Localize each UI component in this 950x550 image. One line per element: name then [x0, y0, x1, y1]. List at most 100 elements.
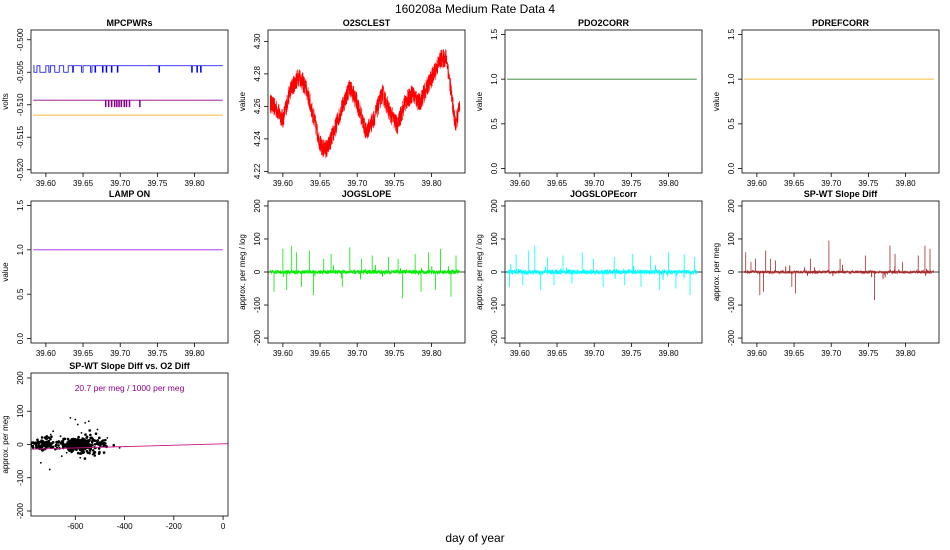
scatter-point: [87, 444, 91, 448]
y-axis-label: approx. per meg: [1, 415, 10, 473]
scatter-point: [82, 439, 86, 443]
x-tick-label: 39.60: [510, 349, 531, 358]
x-tick-label: 39.80: [659, 349, 680, 358]
y-tick-label: 0: [490, 269, 499, 274]
scatter-point: [70, 444, 74, 447]
y-tick-label: -200: [253, 329, 262, 346]
y-tick-label: -100: [727, 296, 736, 313]
scatter-point: [42, 442, 46, 445]
x-tick-label: 39.75: [384, 179, 405, 188]
scatter-point: [91, 443, 94, 447]
scatter-point: [106, 436, 109, 439]
scatter-point: [40, 439, 43, 442]
x-tick-label: -600: [67, 522, 84, 531]
x-tick-label: 39.80: [896, 179, 917, 188]
plot-area: [268, 245, 465, 299]
scatter-point: [98, 443, 102, 447]
scatter-point: [39, 461, 42, 464]
plot-frame: [30, 200, 229, 344]
plot-frame: [741, 29, 940, 174]
scatter-point: [36, 438, 39, 442]
plot-area: [742, 240, 939, 301]
scatter-point: [94, 432, 98, 436]
scatter-point: [54, 444, 58, 448]
x-tick-label: 39.65: [784, 349, 805, 358]
scatter-point: [88, 449, 92, 452]
scatter-point: [91, 453, 94, 456]
scatter-point: [76, 451, 80, 455]
scatter-point: [81, 449, 85, 453]
scatter-point: [74, 418, 77, 421]
x-tick-label: 39.60: [273, 349, 294, 358]
scatter-point: [81, 437, 84, 440]
y-tick-label: 4.28: [253, 66, 262, 82]
scatter-point: [96, 428, 99, 431]
x-tick-label: 39.75: [858, 179, 879, 188]
scatter-point: [49, 433, 52, 436]
scatter-point: [76, 423, 79, 426]
series-line: [743, 240, 935, 301]
x-tick-label: 39.70: [821, 179, 842, 188]
scatter-point: [70, 438, 74, 442]
y-tick-label: 1.5: [727, 28, 736, 40]
panel-jogslope: JOGSLOPE approx. per meg / log 39.60 39.65 3…: [238, 189, 466, 358]
scatter-point: [83, 457, 87, 460]
scatter-point: [86, 451, 90, 455]
scatter-point: [97, 447, 101, 450]
panel-title: O2SCLEST: [343, 18, 391, 28]
x-tick-label: 39.60: [510, 179, 531, 188]
scatter-point: [31, 446, 35, 449]
x-tick-label: 39.60: [36, 349, 57, 358]
y-tick-label: 0.5: [727, 118, 736, 130]
scatter-point: [78, 448, 82, 452]
x-tick-label: 39.80: [896, 349, 917, 358]
y-tick-label: 0.5: [16, 288, 25, 300]
scatter-point: [76, 437, 79, 441]
scatter-point: [104, 442, 107, 445]
x-tick-label: 39.70: [584, 349, 605, 358]
scatter-point: [79, 452, 83, 455]
panel-title: JOGSLOPE: [342, 189, 392, 199]
x-tick-label: 39.70: [110, 179, 131, 188]
series-line: [269, 245, 461, 299]
scatter-point: [93, 454, 96, 457]
x-tick-label: 39.65: [547, 179, 568, 188]
x-tick-label: 39.80: [422, 349, 443, 358]
y-axis-label: approx. per meg / log: [475, 234, 484, 310]
y-tick-label: -0.520: [16, 158, 25, 181]
x-tick-label: -400: [117, 522, 134, 531]
x-tick-label: 39.80: [185, 349, 206, 358]
panel-jogslopecorr: JOGSLOPEcorr approx. per meg / log 39.60 39…: [475, 189, 703, 358]
y-tick-label: 1.5: [16, 199, 25, 211]
y-tick-label: -100: [490, 296, 499, 313]
page-title: 160208a Medium Rate Data 4: [394, 2, 556, 16]
y-tick-label: 0: [253, 269, 262, 274]
scatter-point: [68, 440, 71, 443]
y-tick-label: 1.0: [727, 73, 736, 85]
panel-title: JOGSLOPEcorr: [570, 189, 638, 199]
y-tick-label: -100: [16, 469, 25, 486]
y-tick-label: 0.0: [16, 332, 25, 344]
x-tick-label: 39.75: [147, 179, 168, 188]
scatter-point: [59, 435, 62, 438]
panel-title: MPCPWRs: [106, 18, 152, 28]
x-tick-label: 39.60: [747, 179, 768, 188]
y-axis-label: approx. per meg / log: [238, 234, 247, 310]
y-tick-label: 200: [490, 199, 499, 213]
x-tick-label: 39.75: [621, 179, 642, 188]
x-tick-label: 39.75: [621, 349, 642, 358]
x-tick-label: 39.75: [384, 349, 405, 358]
y-tick-label: 1.5: [490, 28, 499, 40]
y-tick-label: 100: [490, 232, 499, 246]
y-tick-label: 0.0: [490, 162, 499, 174]
scatter-point: [66, 437, 70, 441]
scatter-point: [96, 440, 99, 444]
y-tick-label: 0.0: [727, 162, 736, 174]
plot-frame: [30, 29, 229, 174]
x-tick-label: 39.70: [110, 349, 131, 358]
y-tick-label: 0: [727, 269, 736, 274]
scatter-point: [47, 443, 50, 447]
scatter-point: [49, 443, 52, 446]
y-tick-label: 200: [253, 199, 262, 213]
panel-title: SP-WT Slope Diff: [804, 189, 878, 199]
